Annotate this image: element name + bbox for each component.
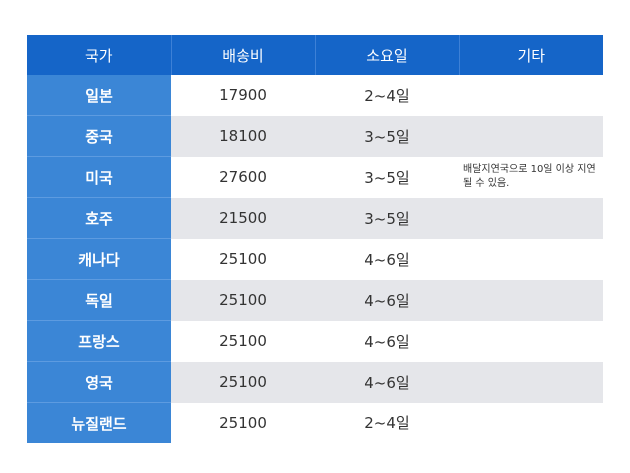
table-header: 국가 배송비 소요일 기타 [27, 35, 603, 75]
table-row: 일본 17900 2~4일 [27, 75, 603, 116]
note-cell [459, 238, 603, 280]
note-cell [459, 402, 603, 443]
days-cell: 2~4일 [315, 75, 459, 116]
country-cell: 뉴질랜드 [27, 402, 171, 443]
country-cell: 독일 [27, 279, 171, 321]
note-cell [459, 75, 603, 116]
note-cell [459, 197, 603, 239]
fee-cell: 25100 [171, 279, 315, 321]
fee-cell: 25100 [171, 361, 315, 403]
note-cell [459, 320, 603, 362]
days-cell: 3~5일 [315, 115, 459, 157]
fee-cell: 21500 [171, 197, 315, 239]
fee-cell: 18100 [171, 115, 315, 157]
fee-cell: 17900 [171, 75, 315, 116]
country-cell: 중국 [27, 115, 171, 157]
note-cell: 배달지연국으로 10일 이상 지연될 수 있음. [459, 156, 603, 198]
days-cell: 2~4일 [315, 402, 459, 443]
fee-cell: 25100 [171, 402, 315, 443]
country-cell: 영국 [27, 361, 171, 403]
table-body: 일본 17900 2~4일 중국 18100 3~5일 미국 27600 3~5… [27, 75, 603, 443]
table-row: 캐나다 25100 4~6일 [27, 238, 603, 280]
table-row: 뉴질랜드 25100 2~4일 [27, 402, 603, 443]
note-cell [459, 279, 603, 321]
shipping-table: 국가 배송비 소요일 기타 일본 17900 2~4일 중국 18100 3~5… [27, 35, 603, 443]
note-cell [459, 115, 603, 157]
header-note: 기타 [459, 35, 603, 75]
country-cell: 호주 [27, 197, 171, 239]
days-cell: 4~6일 [315, 320, 459, 362]
fee-cell: 25100 [171, 238, 315, 280]
table-row: 미국 27600 3~5일 배달지연국으로 10일 이상 지연될 수 있음. [27, 156, 603, 198]
table-row: 중국 18100 3~5일 [27, 115, 603, 157]
fee-cell: 25100 [171, 320, 315, 362]
header-fee: 배송비 [171, 35, 316, 75]
table-row: 호주 21500 3~5일 [27, 197, 603, 239]
country-cell: 캐나다 [27, 238, 171, 280]
table-row: 영국 25100 4~6일 [27, 361, 603, 403]
shipping-table-container: 국가 배송비 소요일 기타 일본 17900 2~4일 중국 18100 3~5… [27, 35, 603, 443]
fee-cell: 27600 [171, 156, 315, 198]
country-cell: 미국 [27, 156, 171, 198]
country-cell: 일본 [27, 75, 171, 116]
header-row: 국가 배송비 소요일 기타 [27, 35, 603, 75]
days-cell: 3~5일 [315, 156, 459, 198]
days-cell: 4~6일 [315, 279, 459, 321]
table-row: 독일 25100 4~6일 [27, 279, 603, 321]
days-cell: 4~6일 [315, 238, 459, 280]
header-days: 소요일 [315, 35, 460, 75]
table-row: 프랑스 25100 4~6일 [27, 320, 603, 362]
header-country: 국가 [27, 35, 172, 75]
days-cell: 3~5일 [315, 197, 459, 239]
country-cell: 프랑스 [27, 320, 171, 362]
note-cell [459, 361, 603, 403]
days-cell: 4~6일 [315, 361, 459, 403]
